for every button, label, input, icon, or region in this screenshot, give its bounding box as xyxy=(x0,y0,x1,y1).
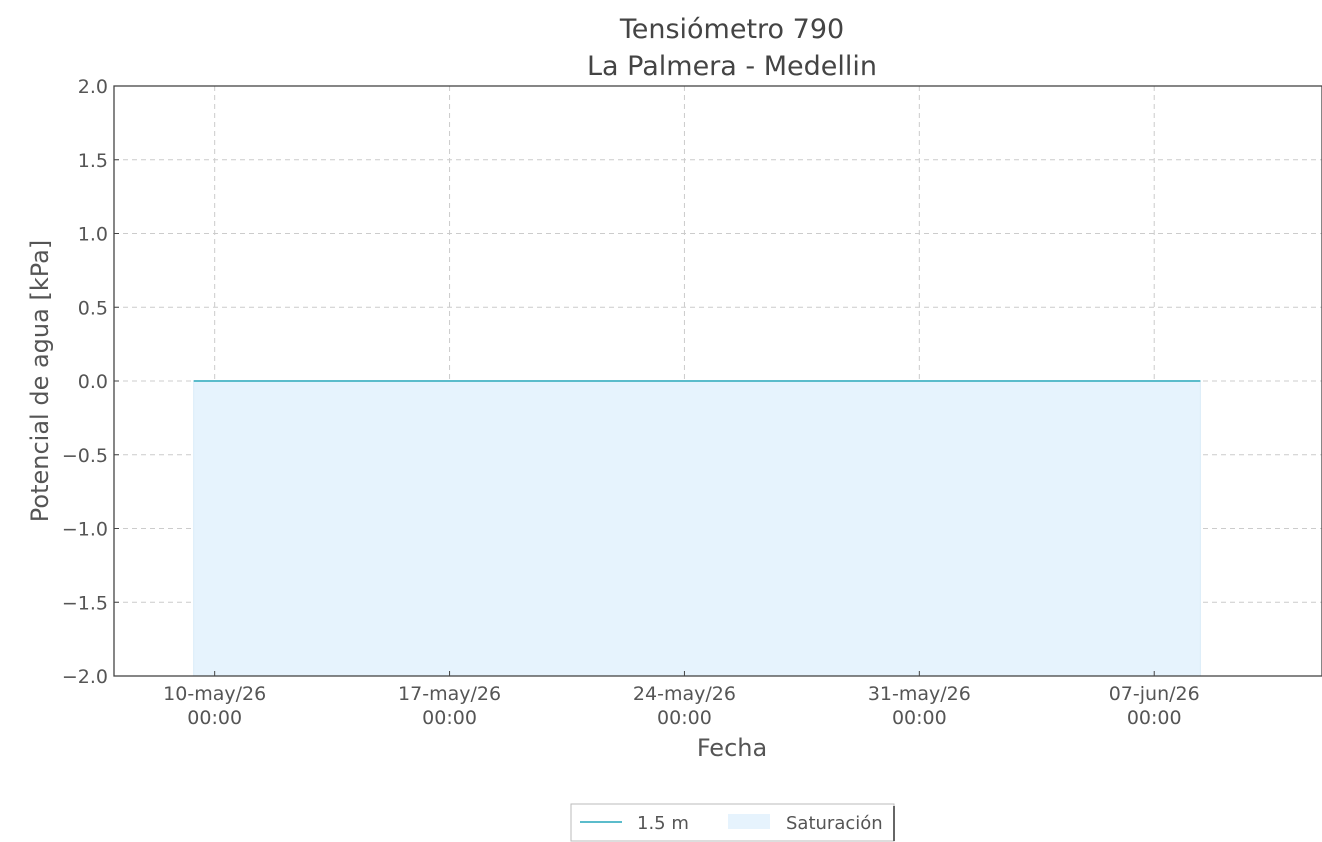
bands xyxy=(193,380,1201,677)
x-tick-label: 00:00 xyxy=(1127,707,1182,729)
x-tick-label: 00:00 xyxy=(892,707,947,729)
y-tick-label: 0.0 xyxy=(78,371,108,393)
legend-box xyxy=(570,803,895,842)
y-axis-label: Potencial de agua [kPa] xyxy=(26,240,54,522)
y-tick-label: 1.0 xyxy=(78,224,108,246)
x-tick-label: 00:00 xyxy=(657,707,712,729)
y-tick-label: −1.5 xyxy=(62,592,108,614)
y-tick-label: 0.5 xyxy=(78,297,108,319)
x-tick-label: 07-jun/26 xyxy=(1109,683,1200,705)
legend-label-line: 1.5 m xyxy=(637,813,689,834)
x-axis-label: Fecha xyxy=(697,734,767,762)
x-tick-label: 31-may/26 xyxy=(868,683,971,705)
legend-swatch-area xyxy=(728,814,770,829)
y-axis-ticks: 2.0 1.5 1.0 0.5 0.0 −0.5 −1.0 −1.5 −2.0 xyxy=(62,76,119,688)
y-tick-label: −2.0 xyxy=(62,666,108,688)
legend-label-area: Saturación xyxy=(786,813,883,834)
y-tick-label: −1.0 xyxy=(62,519,108,541)
x-tick-label: 10-may/26 xyxy=(163,683,266,705)
y-tick-label: 1.5 xyxy=(78,150,108,172)
saturation-area xyxy=(193,380,1201,677)
chart-title: Tensiómetro 790 xyxy=(619,14,844,45)
x-axis-ticks: 10-may/2600:0017-may/2600:0024-may/2600:… xyxy=(163,671,1200,729)
x-tick-label: 17-may/26 xyxy=(398,683,501,705)
y-tick-label: 2.0 xyxy=(78,76,108,98)
x-tick-label: 24-may/26 xyxy=(633,683,736,705)
chart-subtitle: La Palmera - Medellin xyxy=(587,51,877,82)
y-tick-label: −0.5 xyxy=(62,445,108,467)
legend: 1.5 m Saturación xyxy=(570,803,895,842)
x-tick-label: 00:00 xyxy=(187,707,242,729)
x-tick-label: 00:00 xyxy=(422,707,477,729)
